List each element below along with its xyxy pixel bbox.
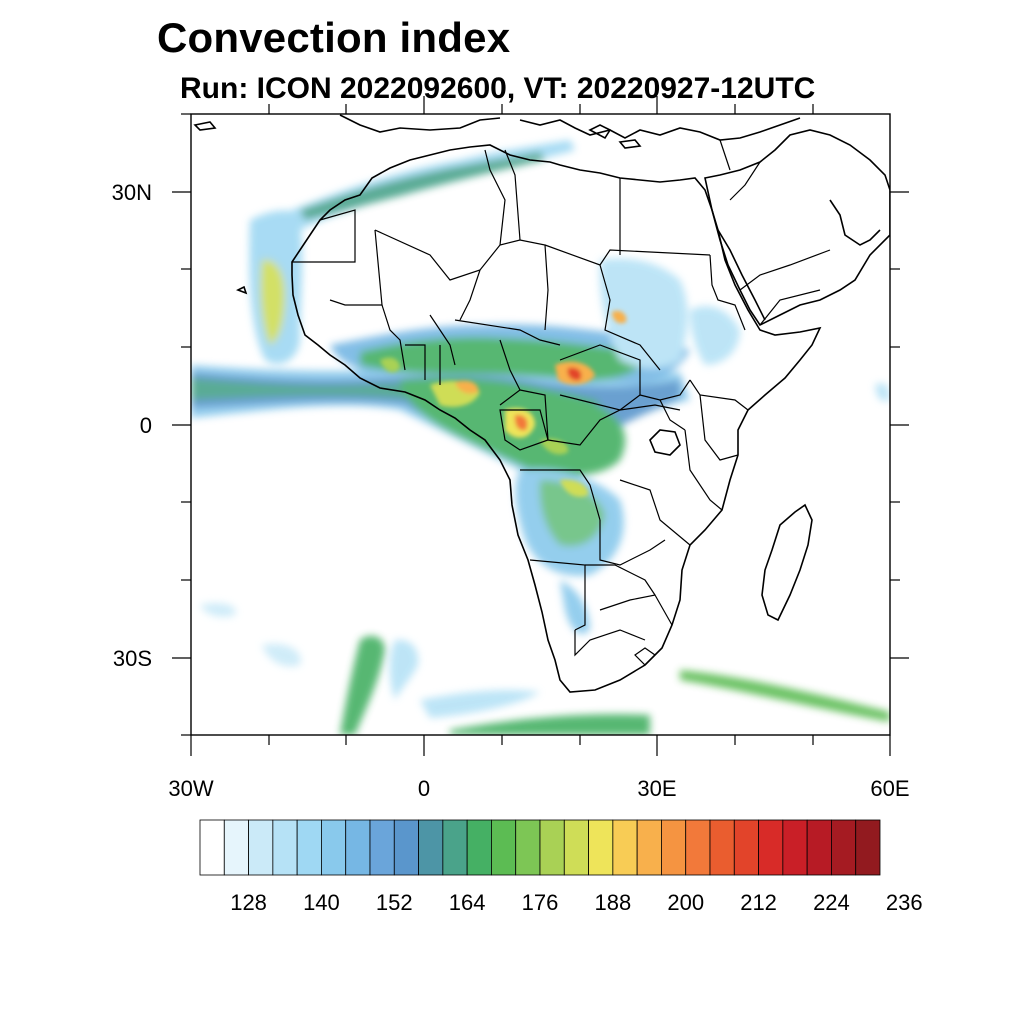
colorbar-swatch xyxy=(223,819,249,876)
colorbar-swatch xyxy=(709,819,735,876)
colorbar-swatch xyxy=(831,819,857,876)
colorbar-swatch xyxy=(369,819,395,876)
colorbar-label: 212 xyxy=(740,890,777,915)
colorbar-swatch xyxy=(563,819,589,876)
colorbar-swatch xyxy=(515,819,541,876)
map-title: Convection index xyxy=(157,14,511,61)
colorbar-label: 128 xyxy=(230,890,267,915)
colorbar-swatch xyxy=(636,819,662,876)
lat-label-30s: 30S xyxy=(112,646,152,671)
country-borders xyxy=(292,139,831,666)
convection-field xyxy=(191,140,890,735)
colorbar-swatch xyxy=(539,819,565,876)
colorbar-swatch xyxy=(855,819,881,876)
colorbar-swatch xyxy=(491,819,517,876)
colorbar-swatch xyxy=(345,819,371,876)
colorbar-swatch xyxy=(806,819,832,876)
lon-label-30w: 30W xyxy=(168,776,214,801)
colorbar-swatch xyxy=(685,819,711,876)
lat-ticks xyxy=(172,113,909,736)
colorbar-swatch xyxy=(442,819,468,876)
map-land-outline xyxy=(193,114,890,693)
colorbar-swatch xyxy=(418,819,444,876)
colorbar-swatch xyxy=(661,819,687,876)
colorbar-swatch xyxy=(758,819,784,876)
colorbar-label: 140 xyxy=(303,890,340,915)
lat-label-0: 0 xyxy=(139,413,152,438)
colorbar-swatch xyxy=(248,819,274,876)
colorbar-label: 152 xyxy=(375,890,413,915)
colorbar-label: 200 xyxy=(667,890,705,915)
colorbar-swatch xyxy=(321,819,347,876)
colorbar-swatch xyxy=(733,819,759,876)
colorbar-swatch xyxy=(272,819,298,876)
lon-label-60e: 60E xyxy=(870,776,910,801)
lon-ticks xyxy=(190,96,891,756)
colorbar-swatch xyxy=(588,819,614,876)
map-subtitle: Run: ICON 2022092600, VT: 20220927-12UTC xyxy=(180,72,816,105)
lat-label-30n: 30N xyxy=(111,180,152,205)
colorbar-label: 224 xyxy=(813,890,850,915)
colorbar-swatch xyxy=(782,819,808,876)
colorbar-label: 236 xyxy=(885,890,923,915)
colorbar-swatch xyxy=(199,819,225,876)
colorbar-label: 176 xyxy=(521,890,559,915)
colorbar-swatch xyxy=(612,819,638,876)
colorbar-label: 164 xyxy=(448,890,486,915)
colorbar xyxy=(199,819,881,876)
lon-label-30e: 30E xyxy=(637,776,677,801)
lon-label-0: 0 xyxy=(417,776,431,801)
colorbar-swatch xyxy=(296,819,322,876)
colorbar-swatch xyxy=(466,819,492,876)
colorbar-swatch xyxy=(393,819,419,876)
colorbar-label: 188 xyxy=(594,890,632,915)
